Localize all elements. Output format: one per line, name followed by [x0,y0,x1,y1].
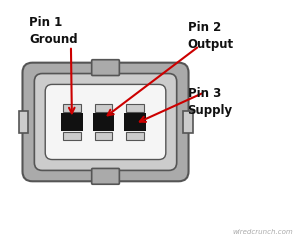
Bar [63,104,81,112]
FancyBboxPatch shape [45,84,166,160]
Text: Pin 2
Output: Pin 2 Output [188,21,234,51]
Text: wiredcrunch.com: wiredcrunch.com [232,229,293,235]
Bar [183,111,193,133]
Text: Pin 3
Supply: Pin 3 Supply [188,87,233,117]
Bar [19,111,28,133]
Text: Pin 1
Ground: Pin 1 Ground [29,16,78,46]
FancyBboxPatch shape [34,73,177,170]
FancyBboxPatch shape [92,60,119,76]
FancyBboxPatch shape [92,168,119,184]
Bar [94,104,112,112]
Bar [94,132,112,140]
Bar [126,132,144,140]
Bar [93,113,114,131]
Bar [63,132,81,140]
Bar [124,113,146,131]
FancyBboxPatch shape [22,63,188,181]
Bar [61,113,83,131]
Bar [126,104,144,112]
